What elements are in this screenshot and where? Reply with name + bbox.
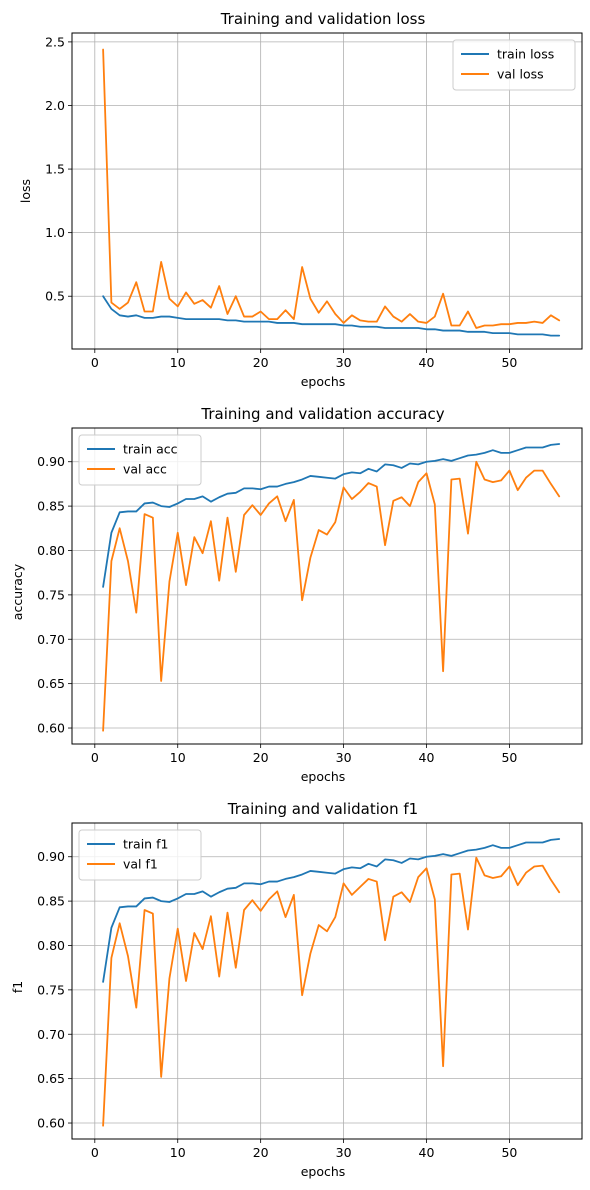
accuracy-chart: Training and validation accuracy epochs …: [10, 405, 583, 784]
accuracy-ytick-label: 0.60: [37, 721, 65, 736]
f1-ytick-label: 0.75: [37, 982, 65, 997]
f1-series-val-line: [102, 856, 561, 1127]
accuracy-ytick-label: 0.70: [37, 632, 65, 647]
accuracy-ytick-label: 0.90: [37, 454, 65, 469]
f1-ytick-label: 0.70: [37, 1027, 65, 1042]
accuracy-xtick-label: 40: [419, 750, 435, 765]
loss-chart-legend-label-train: train loss: [497, 47, 554, 62]
loss-chart-legend-label-val: val loss: [497, 67, 544, 82]
loss-xtick-label: 50: [501, 355, 517, 370]
f1-chart-legend-box: [78, 829, 202, 881]
f1-ytick-label: 0.80: [37, 938, 65, 953]
f1-chart-xlabel: epochs: [301, 1164, 346, 1179]
loss-chart-axes-frame: [71, 32, 583, 350]
f1-xtick-label: 20: [253, 1145, 269, 1160]
f1-ytick-label: 0.65: [37, 1071, 65, 1086]
accuracy-series-train-line: [102, 443, 561, 588]
accuracy-ytick-label: 0.75: [37, 587, 65, 602]
f1-series-train-line: [102, 838, 561, 983]
accuracy-series-val-line: [102, 460, 561, 732]
f1-ytick-label: 0.60: [37, 1116, 65, 1131]
loss-ytick-label: 1.5: [45, 162, 65, 177]
loss-chart: Training and validation loss epochs loss…: [18, 10, 583, 389]
loss-chart-ylabel: loss: [18, 179, 33, 203]
f1-xtick-label: 10: [170, 1145, 186, 1160]
loss-xtick-label: 0: [91, 355, 99, 370]
accuracy-xtick-label: 20: [253, 750, 269, 765]
loss-series-train-line: [102, 295, 561, 337]
accuracy-chart-ylabel: accuracy: [10, 563, 25, 620]
accuracy-chart-axes-frame: [71, 427, 583, 745]
loss-xtick-label: 30: [336, 355, 352, 370]
loss-ytick-label: 0.5: [45, 289, 65, 304]
f1-ytick-label: 0.85: [37, 894, 65, 909]
f1-chart-legend-label-val: val f1: [123, 857, 158, 872]
f1-xtick-label: 0: [91, 1145, 99, 1160]
loss-ytick-label: 2.0: [45, 98, 65, 113]
loss-chart-legend: train loss val loss: [452, 39, 576, 91]
accuracy-chart-legend-label-train: train acc: [123, 442, 178, 457]
loss-ytick-label: 1.0: [45, 225, 65, 240]
accuracy-chart-legend: train acc val acc: [78, 434, 202, 486]
loss-ytick-label: 2.5: [45, 34, 65, 49]
f1-xtick-label: 50: [501, 1145, 517, 1160]
accuracy-ytick-label: 0.80: [37, 543, 65, 558]
f1-chart-legend: train f1 val f1: [78, 829, 202, 881]
loss-xtick-label: 20: [253, 355, 269, 370]
loss-chart-legend-box: [452, 39, 576, 91]
loss-chart-xlabel: epochs: [301, 374, 346, 389]
accuracy-chart-title: Training and validation accuracy: [200, 405, 444, 423]
loss-series-val-line: [102, 48, 561, 329]
accuracy-chart-legend-label-val: val acc: [123, 462, 167, 477]
accuracy-xtick-label: 10: [170, 750, 186, 765]
f1-chart-legend-label-train: train f1: [123, 837, 168, 852]
loss-chart-title: Training and validation loss: [220, 10, 426, 28]
f1-xtick-label: 40: [419, 1145, 435, 1160]
accuracy-ytick-label: 0.85: [37, 499, 65, 514]
loss-xtick-label: 10: [170, 355, 186, 370]
f1-chart-ylabel: f1: [10, 981, 25, 993]
accuracy-ytick-label: 0.65: [37, 676, 65, 691]
loss-xtick-label: 40: [419, 355, 435, 370]
f1-chart-title: Training and validation f1: [227, 800, 418, 818]
f1-chart: Training and validation f1 epochs f1 0 10…: [10, 800, 583, 1179]
f1-chart-axes-frame: [71, 822, 583, 1140]
f1-ytick-label: 0.90: [37, 849, 65, 864]
accuracy-xtick-label: 30: [336, 750, 352, 765]
accuracy-xtick-label: 0: [91, 750, 99, 765]
accuracy-chart-legend-box: [78, 434, 202, 486]
accuracy-chart-xlabel: epochs: [301, 769, 346, 784]
f1-xtick-label: 30: [336, 1145, 352, 1160]
accuracy-xtick-label: 50: [501, 750, 517, 765]
